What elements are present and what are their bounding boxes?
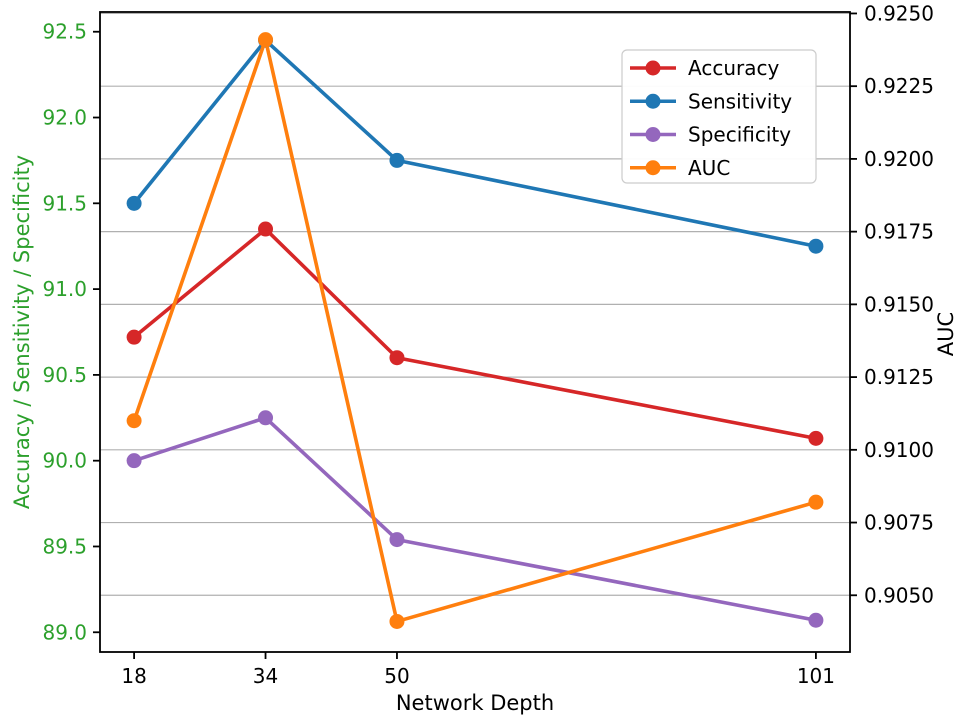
left-tick-label: 89.0: [42, 620, 87, 644]
x-tick-label: 50: [384, 664, 409, 688]
series-accuracy-line: [132, 227, 818, 441]
left-axis-title: Accuracy / Sensitivity / Specificity: [10, 154, 34, 510]
series-sensitivity-marker: [389, 152, 405, 168]
series-auc-marker: [258, 32, 274, 48]
series-specificity-marker: [808, 612, 824, 628]
series-accuracy-marker: [126, 329, 142, 345]
plot-border: [99, 11, 851, 653]
series-specificity-marker: [126, 453, 142, 469]
x-axis-title: Network Depth: [395, 691, 555, 715]
legend-marker-icon-sensitivity: [645, 93, 661, 109]
series-specificity-marker: [389, 532, 405, 548]
right-tick-label: 0.9100: [864, 438, 934, 462]
legend-label-specificity: Specificity: [688, 123, 791, 147]
legend-label-sensitivity: Sensitivity: [688, 89, 792, 113]
left-tick-label: 91.0: [42, 277, 87, 301]
series-auc-marker: [808, 494, 824, 510]
series-auc-marker: [389, 613, 405, 629]
series-sensitivity-marker: [808, 238, 824, 254]
left-tick-label: 92.0: [42, 106, 87, 130]
series-accuracy-marker: [808, 430, 824, 446]
right-tick-label: 0.9175: [864, 220, 934, 244]
right-tick-label: 0.9050: [864, 583, 934, 607]
series-specificity-marker: [258, 410, 274, 426]
right-tick-label: 0.9125: [864, 365, 934, 389]
legend-marker-icon-accuracy: [645, 60, 661, 76]
left-tick-label: 90.5: [42, 363, 87, 387]
left-tick-label: 92.5: [42, 20, 87, 44]
legend-marker-icon-auc: [645, 160, 661, 176]
left-tick-label: 90.0: [42, 449, 87, 473]
x-tick-label: 101: [797, 664, 835, 688]
x-tick-label: 34: [253, 664, 278, 688]
legend-box: [621, 49, 817, 184]
right-tick-label: 0.9225: [864, 74, 934, 98]
legend-marker-icon-specificity: [645, 127, 661, 142]
left-tick-label: 91.5: [42, 191, 87, 215]
right-tick-label: 0.9200: [864, 147, 934, 171]
right-tick-label: 0.9075: [864, 511, 934, 535]
series-sensitivity-marker: [126, 195, 142, 211]
right-tick-label: 0.9150: [864, 292, 934, 316]
series-sensitivity-line: [132, 38, 818, 249]
series-accuracy-marker: [389, 350, 405, 366]
series-accuracy-marker: [258, 221, 274, 237]
series-specificity-line: [132, 415, 818, 623]
right-axis-title: AUC: [934, 311, 958, 357]
right-tick-label: 0.9250: [864, 1, 934, 25]
legend-label-auc: AUC: [688, 156, 730, 180]
legend-label-accuracy: Accuracy: [688, 56, 779, 80]
left-tick-label: 89.5: [42, 534, 87, 558]
series-auc-line: [132, 37, 818, 624]
x-tick-label: 18: [121, 664, 146, 688]
series-auc-marker: [126, 413, 142, 429]
